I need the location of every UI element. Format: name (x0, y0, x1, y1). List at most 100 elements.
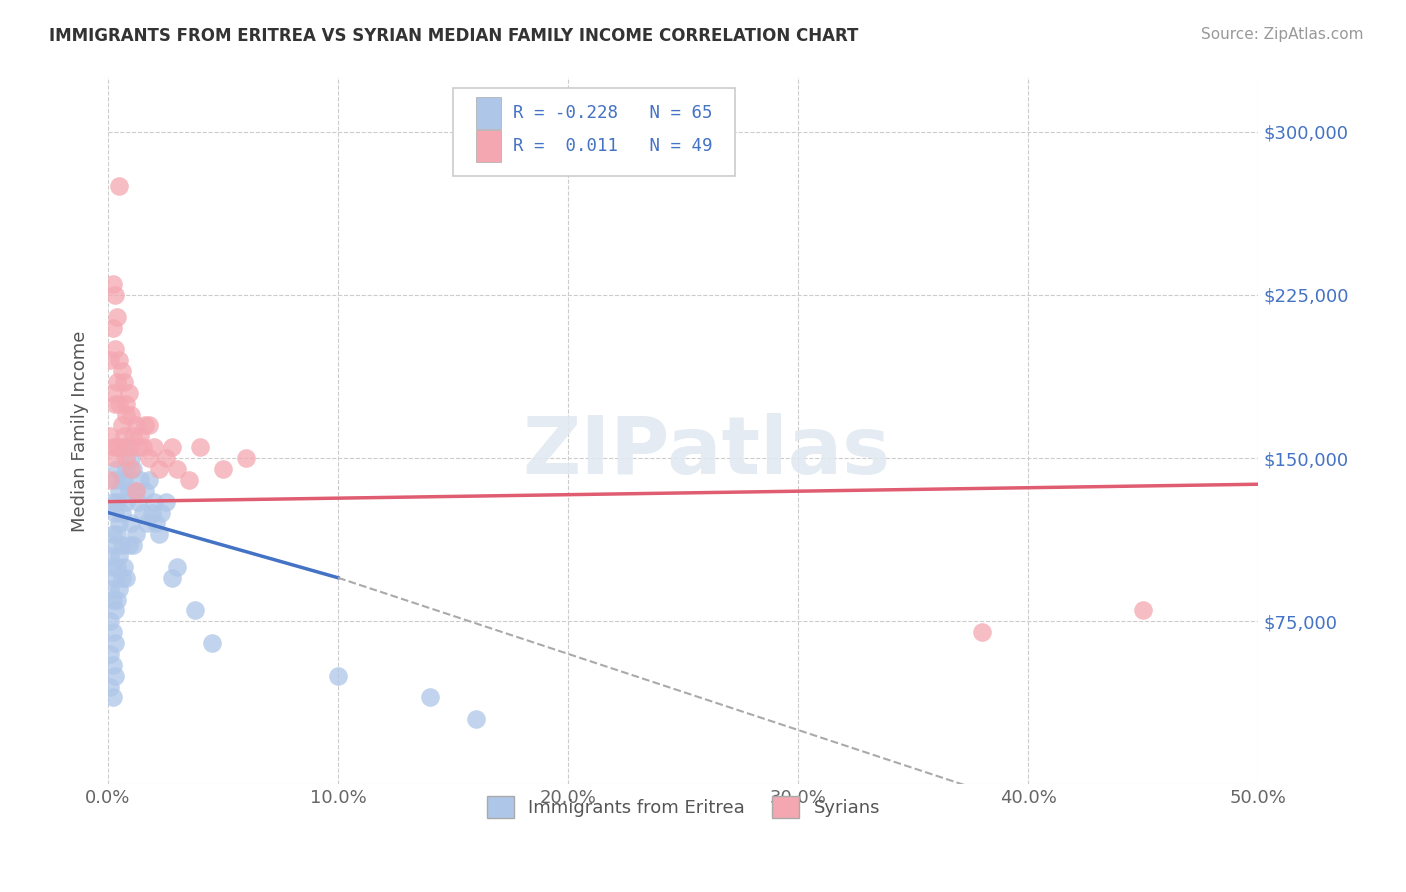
Point (143, 494, 166, 508)
Legend: Immigrants from Eritrea, Syrians: Immigrants from Eritrea, Syrians (479, 789, 887, 825)
Point (112, 473, 135, 487)
Point (118, 385, 141, 400)
Point (131, 506, 153, 520)
Point (111, 418, 134, 433)
Point (127, 494, 149, 508)
Point (101, 625, 124, 640)
Point (101, 277, 124, 291)
Point (111, 538, 134, 552)
Point (129, 429, 152, 443)
Point (122, 538, 145, 552)
Point (148, 462, 170, 476)
Point (105, 560, 128, 574)
Point (108, 353, 131, 368)
Point (122, 462, 145, 476)
Text: R =  0.011   N = 49: R = 0.011 N = 49 (513, 137, 713, 155)
Point (120, 451, 142, 466)
Point (101, 440, 124, 454)
Y-axis label: Median Family Income: Median Family Income (72, 330, 89, 532)
Point (104, 636, 127, 650)
Point (1132, 603, 1154, 617)
Point (111, 571, 134, 585)
Point (127, 440, 149, 454)
Point (104, 288, 127, 302)
Point (124, 483, 146, 498)
Point (138, 473, 160, 487)
Point (104, 571, 127, 585)
Point (120, 408, 142, 422)
Point (155, 494, 177, 508)
Point (129, 473, 152, 487)
Point (118, 538, 141, 552)
Point (112, 375, 135, 389)
Point (465, 712, 488, 726)
Point (155, 451, 177, 466)
Point (162, 571, 184, 585)
Point (138, 451, 160, 466)
Point (145, 516, 167, 531)
Point (104, 397, 127, 411)
Point (326, 668, 349, 682)
Point (104, 343, 127, 357)
Point (112, 560, 135, 574)
Point (115, 571, 138, 585)
Point (120, 516, 142, 531)
Point (115, 397, 138, 411)
Bar (477, 97, 502, 129)
Text: ZIPatlas: ZIPatlas (522, 413, 890, 491)
Point (104, 506, 127, 520)
Point (108, 483, 131, 498)
Point (115, 408, 138, 422)
Point (98, 680, 121, 694)
Point (108, 440, 131, 454)
Point (112, 440, 135, 454)
Point (105, 462, 128, 476)
Point (105, 375, 128, 389)
Point (124, 418, 146, 433)
Point (166, 462, 188, 476)
Point (98, 614, 121, 628)
Point (124, 483, 146, 498)
Point (112, 429, 135, 443)
Point (98, 647, 121, 661)
Point (188, 440, 211, 454)
Point (143, 440, 166, 454)
Point (98, 429, 121, 443)
Point (118, 440, 141, 454)
Point (122, 429, 145, 443)
Point (115, 451, 138, 466)
Point (101, 527, 124, 541)
Point (138, 418, 160, 433)
Point (115, 462, 138, 476)
Point (166, 560, 188, 574)
Point (108, 179, 131, 194)
Point (134, 418, 156, 433)
Point (134, 483, 156, 498)
Point (98, 353, 121, 368)
Point (131, 440, 153, 454)
Point (98, 582, 121, 596)
Point (972, 625, 994, 640)
Point (105, 494, 128, 508)
Point (120, 462, 142, 476)
Text: Source: ZipAtlas.com: Source: ZipAtlas.com (1201, 27, 1364, 42)
Point (136, 516, 159, 531)
Point (148, 527, 170, 541)
Point (101, 385, 124, 400)
Point (419, 690, 441, 705)
Point (104, 603, 127, 617)
FancyBboxPatch shape (453, 88, 735, 177)
Point (104, 473, 127, 487)
Point (124, 527, 146, 541)
Point (108, 516, 131, 531)
Point (104, 538, 127, 552)
Point (101, 494, 124, 508)
Text: R = -0.228   N = 65: R = -0.228 N = 65 (513, 104, 713, 122)
Point (118, 483, 141, 498)
Point (108, 549, 131, 563)
Point (101, 690, 124, 705)
Point (104, 451, 127, 466)
Point (101, 560, 124, 574)
Point (111, 364, 134, 378)
Point (149, 506, 172, 520)
